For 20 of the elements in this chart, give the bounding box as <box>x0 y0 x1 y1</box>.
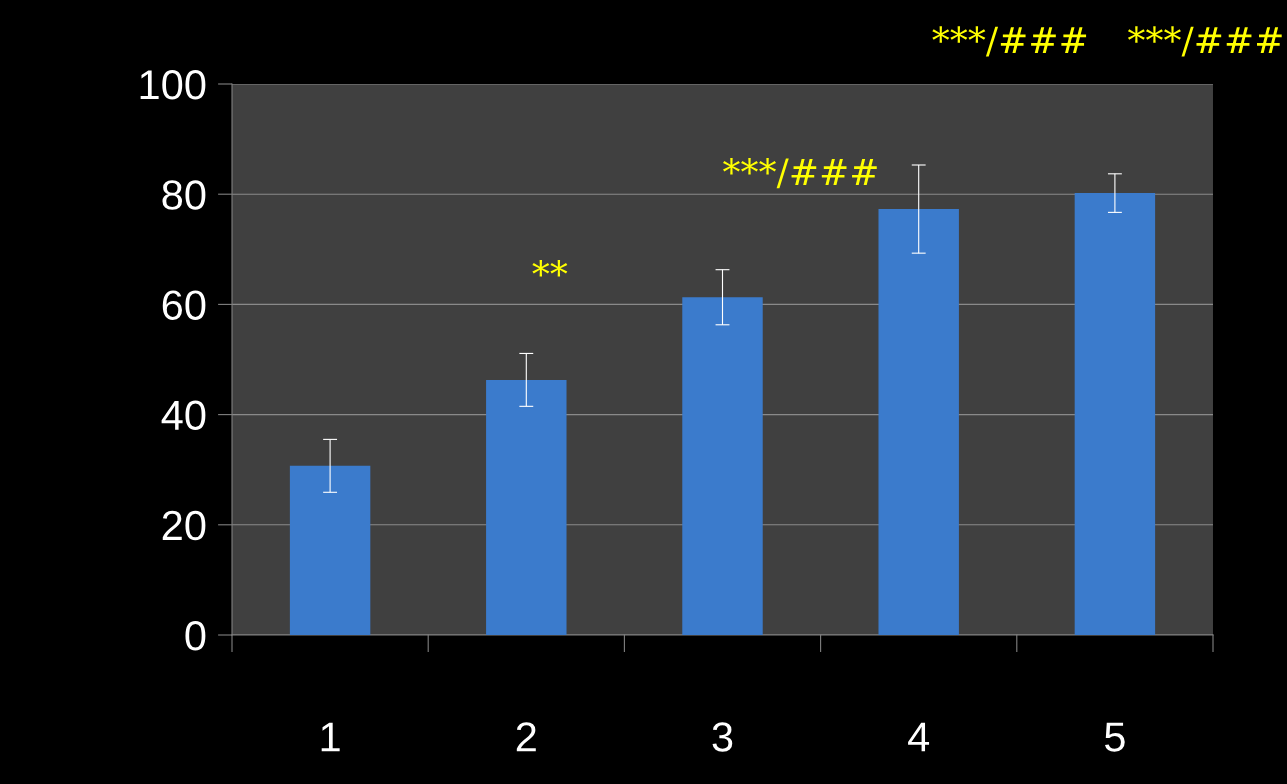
x-tick-label: 2 <box>516 722 536 752</box>
x-tick-label: 4 <box>908 722 930 752</box>
bar <box>1074 193 1156 635</box>
x-tick-label: 5 <box>1104 722 1125 752</box>
bar <box>289 465 371 635</box>
bar <box>486 379 567 635</box>
y-tick-label: 0 <box>185 621 206 651</box>
bar <box>878 209 959 635</box>
y-tick-label: 100 <box>140 70 206 100</box>
y-tick-label: 60 <box>162 290 206 320</box>
y-tick-label: 20 <box>162 510 206 541</box>
bar <box>682 297 763 635</box>
text: ***/### <box>1127 26 1282 57</box>
x-tick-label: 1 <box>321 722 340 752</box>
y-tick-label: 40 <box>161 400 206 431</box>
y-tick-label: 80 <box>162 180 206 210</box>
text: ***/### <box>932 26 1087 57</box>
annotation: ***/### <box>723 158 877 189</box>
x-tick-label: 3 <box>712 722 733 752</box>
annotation: ** <box>532 260 568 277</box>
